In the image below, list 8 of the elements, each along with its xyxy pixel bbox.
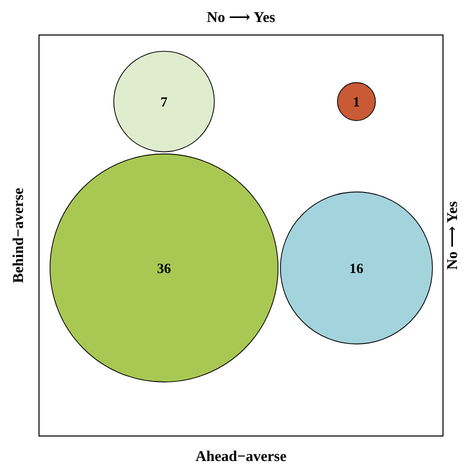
data-label: 36	[157, 262, 172, 277]
text: Behind−averse	[11, 188, 27, 284]
data-label: 16	[349, 262, 364, 277]
data-label: 7	[160, 95, 168, 110]
text: No ⟶ Yes	[206, 10, 276, 26]
text: Ahead−averse	[195, 449, 287, 465]
data-label: 1	[352, 95, 360, 110]
text: No ⟶ Yes	[445, 201, 461, 270]
